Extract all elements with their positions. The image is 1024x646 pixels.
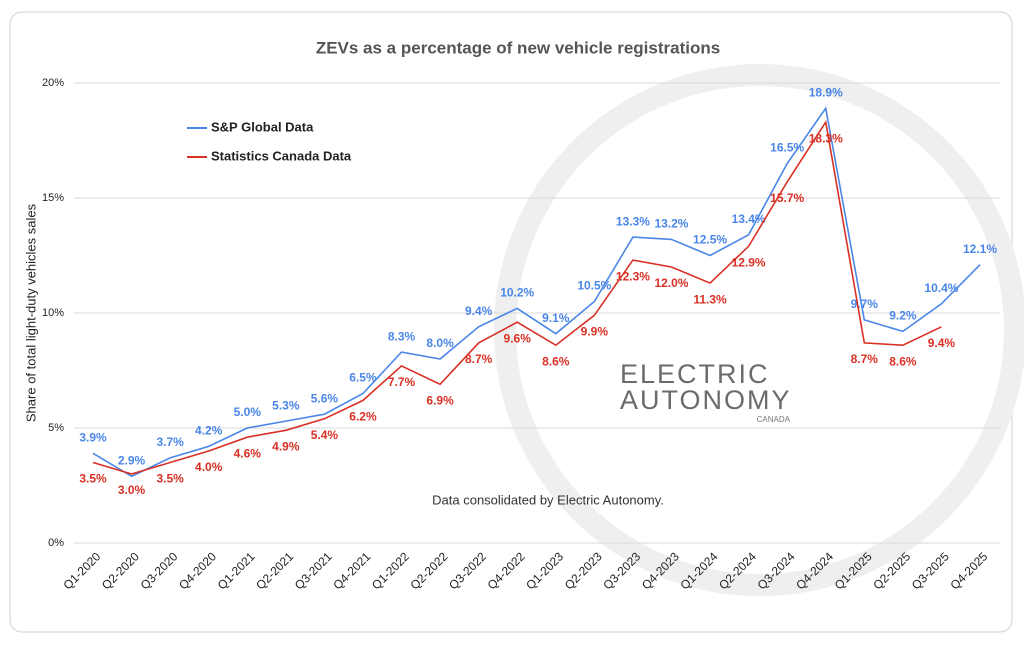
data-label: 9.1% (542, 311, 570, 325)
data-label: 8.6% (542, 354, 570, 368)
data-label: 4.2% (195, 424, 223, 438)
data-label: 11.3% (693, 292, 727, 306)
y-axis-title: Share of total light-duty vehicles sales (23, 203, 38, 422)
data-label: 5.3% (272, 398, 300, 412)
data-label: 6.2% (349, 410, 377, 424)
data-label: 12.0% (654, 276, 688, 290)
data-label: 10.4% (924, 281, 958, 295)
data-label: 10.2% (500, 286, 534, 300)
data-label: 9.6% (504, 331, 532, 345)
watermark (494, 64, 1024, 596)
data-label: 5.0% (234, 405, 262, 419)
data-label: 8.7% (851, 352, 879, 366)
data-label: 8.6% (889, 354, 917, 368)
legend-label: Statistics Canada Data (211, 148, 352, 163)
data-label: 13.3% (616, 214, 650, 228)
logo-text: AUTONOMY (620, 385, 792, 415)
data-label: 13.4% (732, 212, 766, 226)
data-label: 4.0% (195, 460, 223, 474)
data-label: 9.7% (851, 297, 879, 311)
data-label: 9.4% (465, 304, 493, 318)
data-label: 7.7% (388, 375, 416, 389)
data-label: 10.5% (577, 279, 611, 293)
data-label: 3.9% (79, 430, 107, 444)
data-label: 12.9% (732, 255, 766, 269)
annotation: Data consolidated by Electric Autonomy. (432, 492, 664, 507)
data-label: 8.0% (426, 336, 454, 350)
data-label: 8.7% (465, 352, 493, 366)
data-label: 12.3% (616, 269, 650, 283)
data-label: 3.7% (156, 435, 184, 449)
data-label: 5.4% (311, 428, 339, 442)
legend-label: S&P Global Data (211, 119, 314, 134)
data-label: 18.3% (809, 131, 843, 145)
series-line (92, 119, 942, 475)
data-label: 16.5% (770, 141, 804, 155)
data-label: 8.3% (388, 329, 416, 343)
data-label: 9.9% (581, 324, 609, 338)
series-line (92, 106, 981, 478)
data-label: 12.1% (963, 242, 997, 256)
data-label: 15.7% (770, 191, 804, 205)
y-tick-label: 10% (42, 307, 64, 319)
chart-title: ZEVs as a percentage of new vehicle regi… (316, 38, 720, 57)
data-label: 5.6% (311, 391, 339, 405)
data-label: 4.6% (234, 446, 262, 460)
data-label: 3.0% (118, 483, 146, 497)
data-label: 6.9% (426, 393, 454, 407)
data-label: 2.9% (118, 453, 146, 467)
data-label: 13.2% (654, 217, 688, 231)
y-tick-label: 5% (48, 422, 64, 434)
data-label: 3.5% (156, 472, 184, 486)
data-label: 18.9% (809, 85, 843, 99)
y-tick-label: 0% (48, 537, 64, 549)
data-label: 9.2% (889, 309, 917, 323)
data-label: 6.5% (349, 371, 377, 385)
data-label: 4.9% (272, 439, 300, 453)
y-tick-label: 15% (42, 192, 64, 204)
data-label: 12.5% (693, 233, 727, 247)
data-label: 9.4% (928, 336, 956, 350)
logo-text: CANADA (757, 415, 791, 424)
y-tick-label: 20% (42, 77, 64, 89)
data-label: 3.5% (79, 472, 107, 486)
logo-text: ELECTRIC (620, 359, 770, 389)
